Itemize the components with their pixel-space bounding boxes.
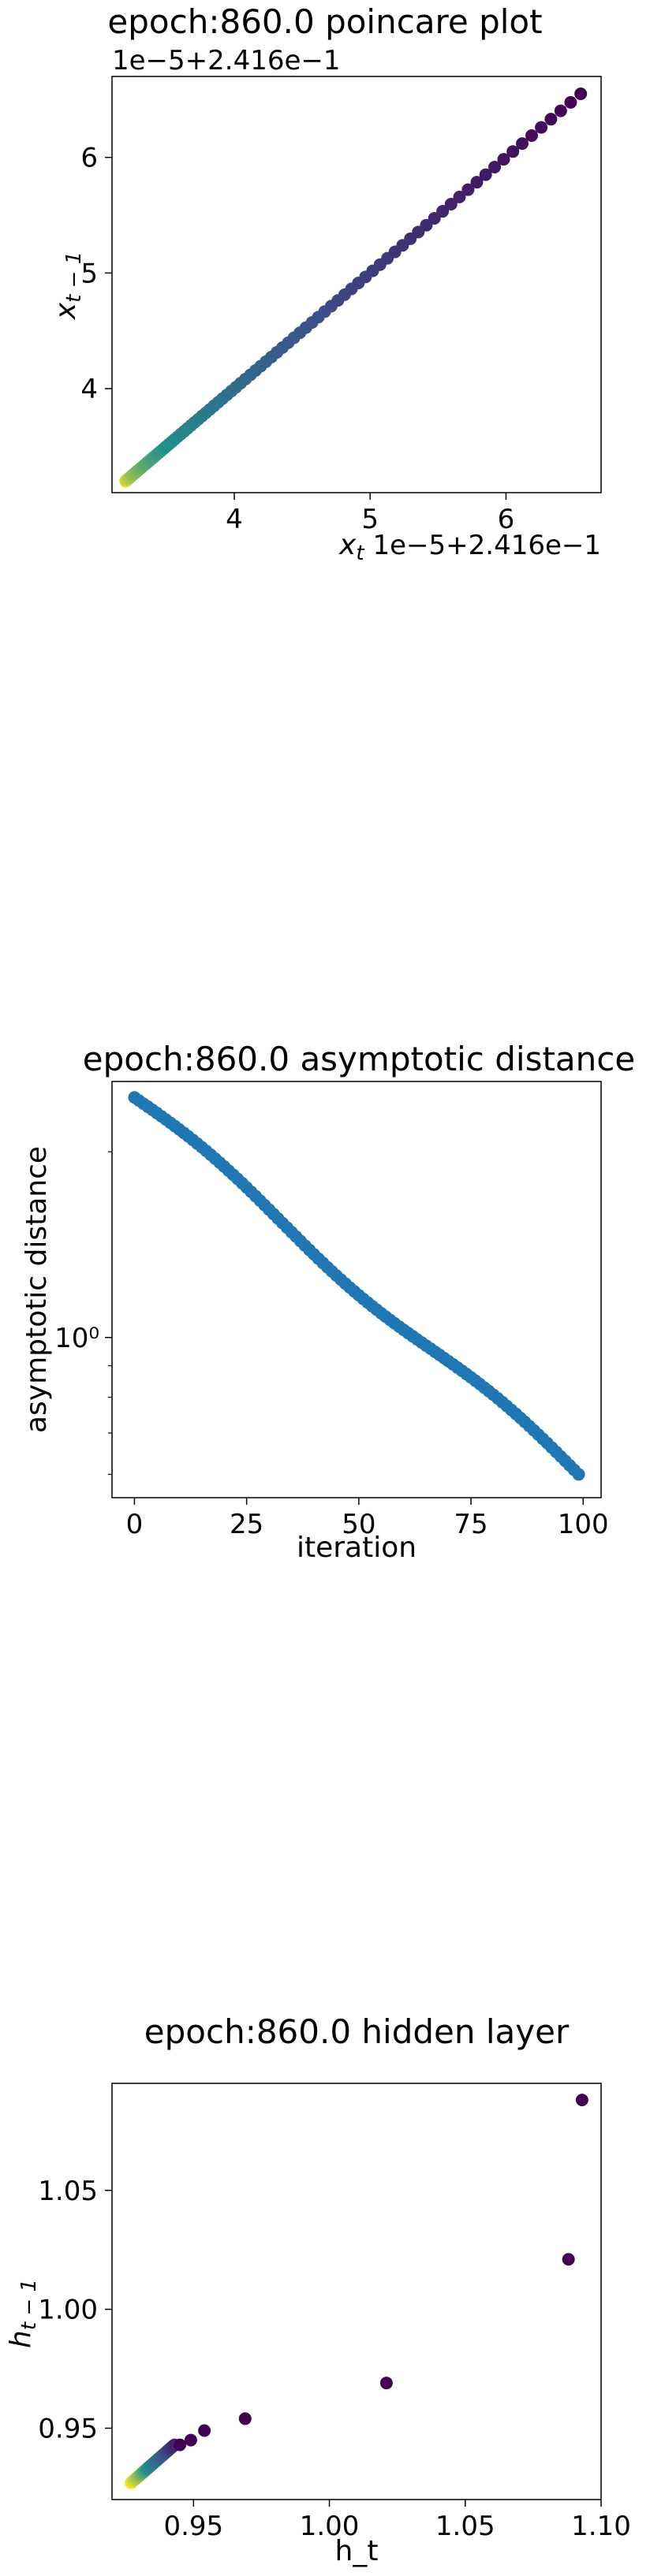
poincare-point [516,137,529,151]
hidden-layer-title: epoch:860.0 hidden layer [144,2012,570,2051]
poincare-point [444,198,458,211]
hidden-layer-chart: epoch:860.0 hidden layer 0.95 1.00 1.05 1.1… [5,2012,631,2567]
poincare-point [497,153,510,166]
poincare-point [525,128,538,142]
poincare-title: epoch:860.0 poincare plot [107,2,542,41]
hidden-layer-x-tick-label: 0.95 [163,2511,223,2542]
hidden-layer-y-label: ht − 1 [5,2279,41,2348]
poincare-point [436,205,450,218]
hidden-layer-x-label: h_t [335,2535,379,2567]
hidden-layer-point [198,2424,211,2437]
hidden-layer-y-tick-label: 0.95 [38,2413,98,2444]
poincare-point [544,113,558,126]
asymptotic-x-ticks: 0 25 50 75 100 [126,1498,609,1540]
hidden-layer-y-tick-label: 1.00 [38,2295,98,2326]
poincare-point [479,168,492,181]
poincare-point [554,104,567,117]
asymptotic-y-ticks: 10⁰ [54,1151,112,1476]
asymptotic-y-tick-label: 10⁰ [54,1323,99,1354]
poincare-point [574,87,588,100]
hidden-layer-y-ticks: 0.95 1.00 1.05 [38,2176,112,2444]
asymptotic-x-tick-label: 50 [342,1509,375,1540]
poincare-x-ticks: 4 5 6 [226,493,514,535]
poincare-x-tick-label: 5 [361,504,379,535]
hidden-layer-x-tick-label: 1.10 [571,2511,631,2542]
asymptotic-x-tick-label: 0 [126,1509,144,1540]
poincare-chart: epoch:860.0 poincare plot 1e−5+2.416e−1 … [50,2,602,565]
asymptotic-y-label: asymptotic distance [21,1146,53,1433]
asymptotic-chart: epoch:860.0 asymptotic distance 0 25 50 75 1… [21,1040,635,1564]
poincare-point [506,145,520,158]
hidden-layer-point [174,2438,187,2451]
asymptotic-x-label: iteration [297,1532,417,1564]
poincare-point [535,121,548,134]
asymptotic-x-tick-label: 100 [558,1509,609,1540]
poincare-y-tick-label: 5 [80,258,98,289]
asymptotic-x-tick-label: 75 [454,1509,488,1540]
hidden-layer-point [184,2433,197,2447]
poincare-x-offset-label: 1e−5+2.416e−1 [372,530,601,561]
hidden-layer-point [379,2377,393,2390]
hidden-layer-x-ticks: 0.95 1.00 1.05 1.10 [163,2500,631,2542]
asymptotic-points [128,1091,585,1481]
asymptotic-point [572,1468,585,1481]
poincare-point [488,160,502,173]
hidden-layer-point [238,2412,252,2425]
poincare-point [428,211,441,225]
hidden-layer-y-tick-label: 1.05 [38,2176,98,2207]
hidden-layer-points [125,2094,588,2489]
hidden-layer-x-tick-label: 1.05 [435,2511,495,2542]
poincare-y-tick-label: 4 [80,374,98,405]
poincare-points [119,87,588,488]
poincare-point [564,95,577,109]
poincare-x-tick-label: 4 [226,504,243,535]
hidden-layer-x-tick-label: 1.00 [300,2511,360,2542]
asymptotic-title: epoch:860.0 asymptotic distance [83,1040,635,1078]
poincare-axes-frame [111,76,602,493]
hidden-layer-axes-frame [111,2083,602,2500]
poincare-x-tick-label: 6 [498,504,515,535]
hidden-layer-point [562,2253,575,2266]
hidden-layer-point [575,2094,588,2107]
poincare-y-offset-label: 1e−5+2.416e−1 [112,45,341,76]
poincare-y-label: xt − 1 [50,251,86,320]
poincare-y-ticks: 4 5 6 [80,143,112,405]
asymptotic-x-tick-label: 25 [230,1509,263,1540]
poincare-point [453,190,466,203]
poincare-point [461,183,475,196]
poincare-y-tick-label: 6 [80,143,98,174]
poincare-x-label: xt [338,529,364,565]
poincare-point [470,176,484,189]
asymptotic-axes-frame [111,1081,602,1498]
